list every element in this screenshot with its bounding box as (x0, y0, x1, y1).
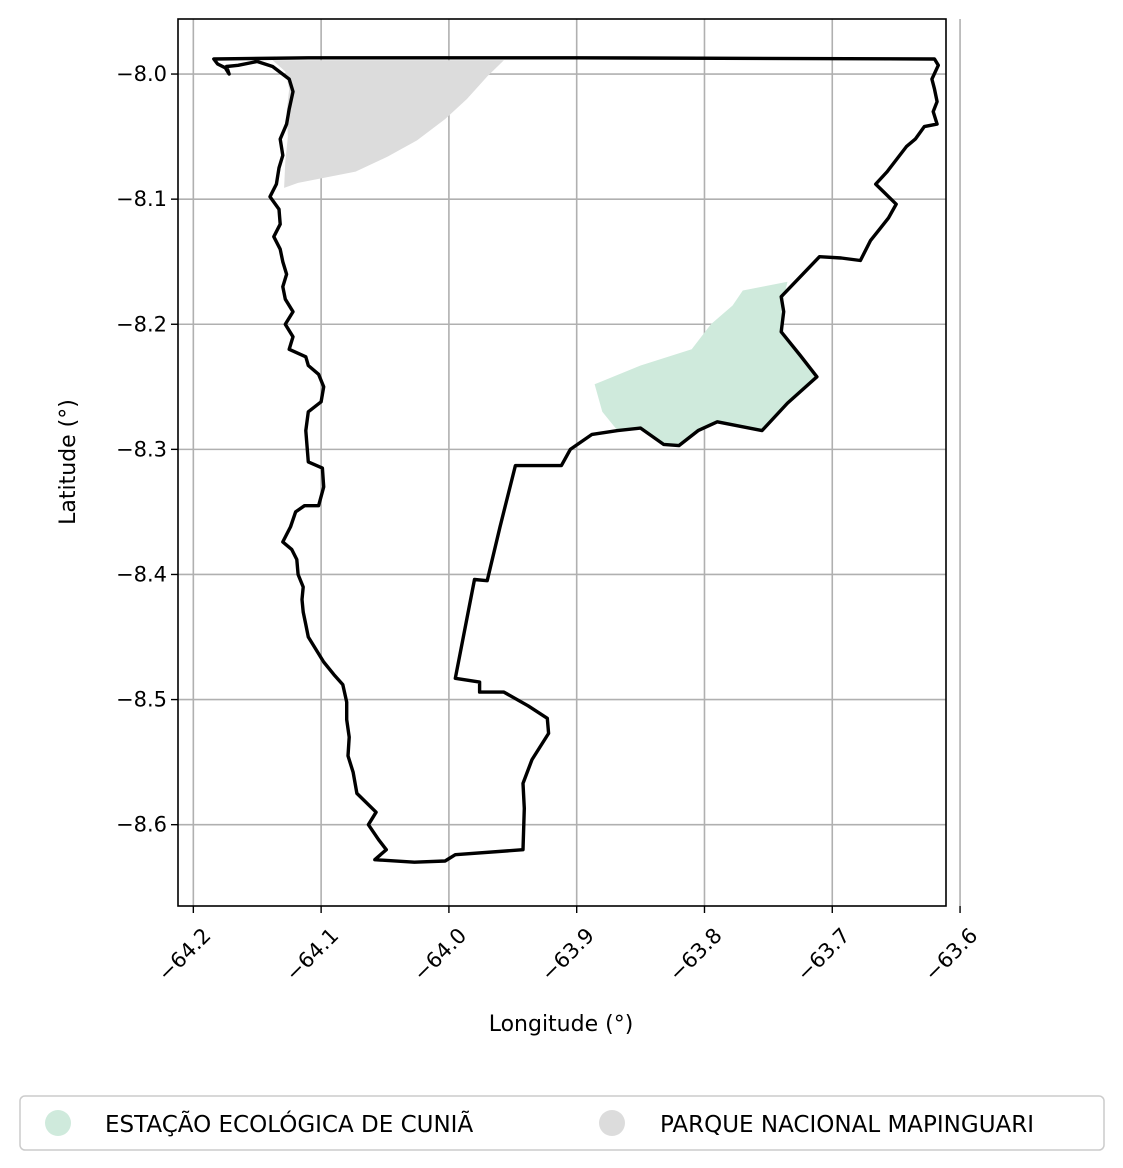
y-tick-label: −8.5 (116, 688, 167, 712)
x-tick-label: −64.1 (281, 923, 343, 985)
municipality-boundary (212, 56, 940, 864)
y-axis-ticks: −8.0 −8.1 −8.2 −8.3 −8.4 −8.5 −8.6 (116, 62, 178, 837)
x-tick-label: −63.7 (792, 923, 854, 985)
x-tick-label: −64.2 (153, 923, 215, 985)
legend: ESTAÇÃO ECOLÓGICA DE CUNIÃ PARQUE NACION… (19, 1095, 1105, 1151)
boundary-outline (212, 56, 940, 864)
x-tick-label: −64.0 (409, 923, 471, 985)
y-tick-label: −8.6 (116, 813, 167, 837)
legend-label-cunia: ESTAÇÃO ECOLÓGICA DE CUNIÃ (105, 1110, 473, 1138)
legend-swatch-mapinguari (599, 1110, 625, 1136)
protected-areas (272, 60, 817, 446)
x-tick-label: −63.8 (664, 923, 726, 985)
y-tick-label: −8.1 (116, 187, 167, 211)
x-axis-title: Longitude (°) (489, 1012, 634, 1037)
y-axis-title: Latitude (°) (56, 399, 81, 525)
x-axis-ticks: −64.2 −64.1 −64.0 −63.9 −63.8 −63.7 −63.6 (153, 906, 982, 986)
legend-box (19, 1095, 1105, 1151)
y-tick-label: −8.3 (116, 437, 167, 461)
legend-label-mapinguari: PARQUE NACIONAL MAPINGUARI (660, 1112, 1034, 1138)
area-cunia (594, 281, 817, 446)
y-tick-label: −8.0 (116, 62, 167, 86)
x-tick-label: −63.6 (920, 923, 982, 985)
y-tick-label: −8.4 (116, 562, 167, 586)
x-tick-label: −63.9 (537, 923, 599, 985)
area-mapinguari (272, 60, 504, 188)
plot-frame (177, 18, 947, 907)
y-tick-label: −8.2 (116, 312, 167, 336)
legend-swatch-cunia (45, 1110, 71, 1136)
